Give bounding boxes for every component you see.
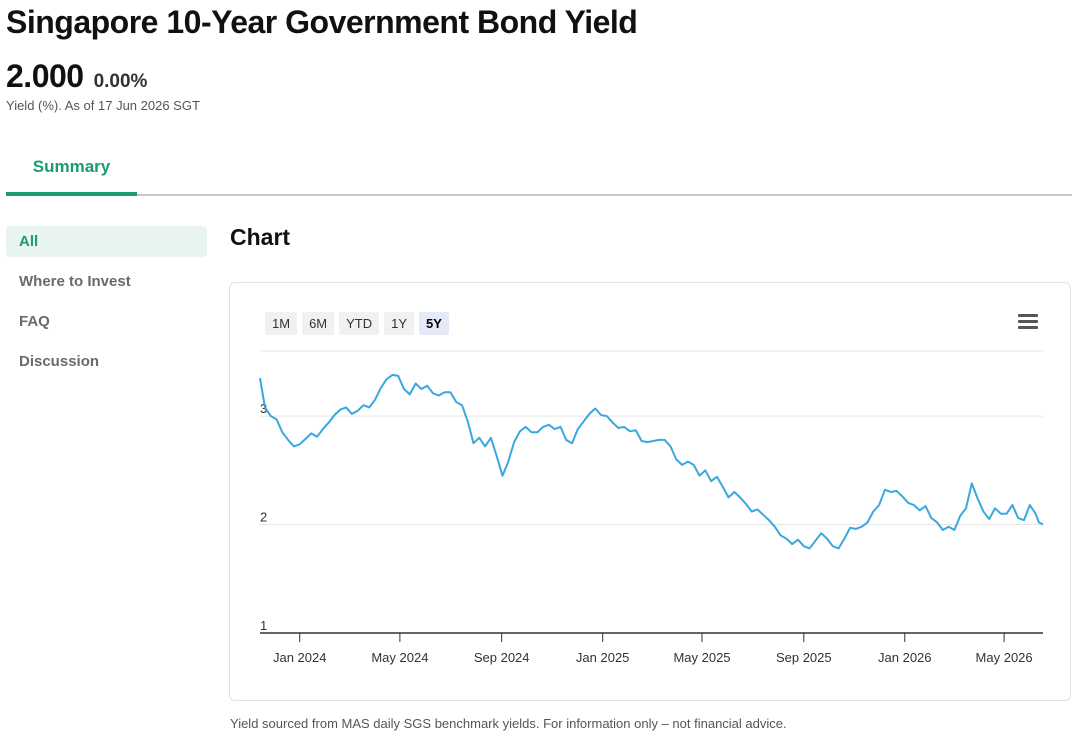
side-nav-item-faq[interactable]: FAQ [19,313,50,330]
range-selector: 1M 6M YTD 1Y 5Y [265,312,454,335]
x-tick-label: May 2026 [976,650,1033,665]
y-tick-label: 3 [260,401,267,416]
x-tick-label: Sep 2024 [474,650,530,665]
yield-value: 2.000 [6,58,84,94]
side-nav: All Where to Invest FAQ Discussion [6,226,207,386]
x-tick-label: May 2024 [371,650,428,665]
side-nav-item-where-to-invest[interactable]: Where to Invest [19,273,131,290]
range-button-1y[interactable]: 1Y [384,312,415,335]
source-note: Yield sourced from MAS daily SGS benchma… [230,716,787,731]
range-button-6m[interactable]: 6M [302,312,335,335]
side-nav-item-discussion[interactable]: Discussion [19,353,100,370]
yield-change: 0.00% [93,71,148,92]
quote-header: 2.000 0.00% [6,58,147,95]
x-tick-label: May 2025 [673,650,730,665]
tab-bar: Summary [6,148,1072,196]
hamburger-menu-icon[interactable] [1018,314,1038,330]
x-tick-label: Jan 2024 [273,650,327,665]
page-title: Singapore 10-Year Government Bond Yield [6,4,638,40]
range-button-1m[interactable]: 1M [265,312,298,335]
x-tick-label: Jan 2025 [576,650,630,665]
range-button-ytd[interactable]: YTD [339,312,380,335]
range-button-5y[interactable]: 5Y [419,312,449,335]
chart-section-title: Chart [230,224,291,250]
x-tick-label: Sep 2025 [776,650,832,665]
side-nav-item-all[interactable]: All [6,226,207,257]
series-line [259,373,1044,550]
yield-note: Yield (%). As of 17 Jun 2026 SGT [6,98,200,113]
chart-card: 1 2 3 Jan 2024 May 2024 Sep 2024 Jan 2025 May 2… [229,282,1071,701]
y-tick-label: 1 [260,618,267,633]
x-tick-label: Jan 2026 [878,650,932,665]
y-tick-label: 2 [260,510,267,525]
tab-summary[interactable]: Summary [6,148,137,196]
yield-chart: 1 2 3 Jan 2024 May 2024 Sep 2024 Jan 2025 May 2… [259,350,1044,665]
